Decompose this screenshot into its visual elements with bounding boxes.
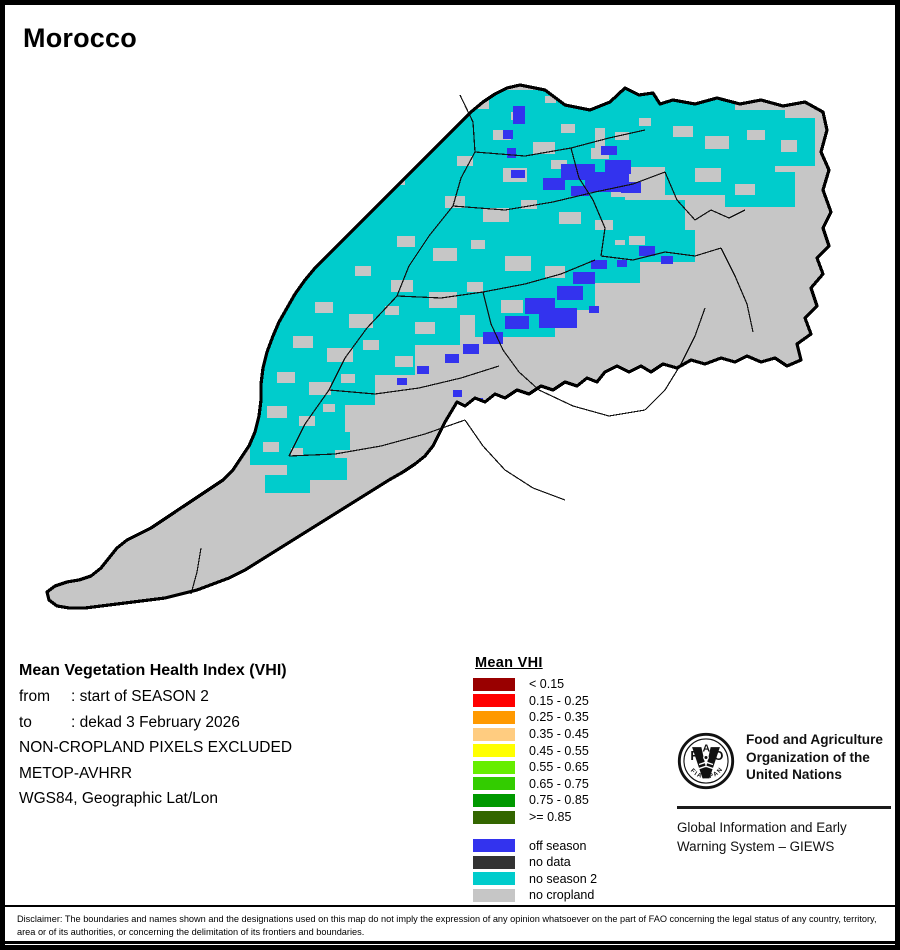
legend-special-row[interactable]: no cropland xyxy=(473,887,663,904)
legend-class-row[interactable]: 0.55 - 0.65 xyxy=(473,759,663,776)
legend-class-row[interactable]: 0.65 - 0.75 xyxy=(473,776,663,793)
legend-spacer xyxy=(473,825,663,837)
giews-name: Global Information and Early Warning Sys… xyxy=(677,818,893,856)
info-heading: Mean Vegetation Health Index (VHI) xyxy=(19,662,287,679)
legend-special-label: off season xyxy=(529,838,587,853)
legend-class-row[interactable]: 0.45 - 0.55 xyxy=(473,742,663,759)
legend-title: Mean VHI xyxy=(475,655,543,671)
giews-line-1: Global Information and Early xyxy=(677,820,847,835)
legend-class-label: 0.65 - 0.75 xyxy=(529,776,589,791)
legend-class-swatch xyxy=(473,710,515,724)
legend-special-row[interactable]: no data xyxy=(473,854,663,871)
legend-class-row[interactable]: < 0.15 xyxy=(473,676,663,693)
legend-class-row[interactable]: 0.35 - 0.45 xyxy=(473,726,663,743)
legend-class-label: >= 0.85 xyxy=(529,810,572,825)
legend-class-swatch xyxy=(473,793,515,807)
disclaimer-bottom-rule xyxy=(5,941,895,944)
legend-class-swatch xyxy=(473,777,515,791)
fao-emblem-icon: F A O FIAT PANIS xyxy=(674,727,735,795)
fao-divider xyxy=(677,806,891,809)
legend-class-label: 0.45 - 0.55 xyxy=(529,743,589,758)
fao-logo-row: F A O FIAT PANIS Food and Agriculture Or… xyxy=(674,727,893,795)
legend-special-row[interactable]: off season xyxy=(473,837,663,854)
giews-line-2: Warning System – GIEWS xyxy=(677,839,835,854)
map-canvas[interactable] xyxy=(5,60,895,625)
legend-class-swatch xyxy=(473,727,515,741)
page-title: Morocco xyxy=(23,23,137,53)
legend-special-swatch xyxy=(473,855,515,869)
morocco-map-svg[interactable] xyxy=(5,60,895,625)
legend-class-label: 0.35 - 0.45 xyxy=(529,727,589,742)
legend-class-swatch xyxy=(473,694,515,708)
fao-org-line-2: Organization of the xyxy=(746,749,870,765)
legend-class-label: 0.75 - 0.85 xyxy=(529,793,589,808)
legend-class-row[interactable]: 0.25 - 0.35 xyxy=(473,709,663,726)
legend-class-row[interactable]: 0.75 - 0.85 xyxy=(473,792,663,809)
legend-class-swatch xyxy=(473,810,515,824)
info-projection: WGS84, Geographic Lat/Lon xyxy=(19,790,219,807)
legend-class-label: < 0.15 xyxy=(529,677,565,692)
info-noncropland-note: NON-CROPLAND PIXELS EXCLUDED xyxy=(19,739,293,756)
info-to-value: : dekad 3 February 2026 xyxy=(71,713,240,731)
legend-class-swatch xyxy=(473,677,515,691)
legend-special-label: no season 2 xyxy=(529,871,598,886)
info-to-key: to xyxy=(19,713,32,731)
legend-class-swatch xyxy=(473,760,515,774)
legend-special-swatch xyxy=(473,839,515,853)
legend-class-row[interactable]: 0.15 - 0.25 xyxy=(473,693,663,710)
disclaimer-text: Disclaimer: The boundaries and names sho… xyxy=(17,914,877,937)
svg-text:O: O xyxy=(714,748,724,763)
legend-class-row[interactable]: >= 0.85 xyxy=(473,809,663,826)
legend-special-swatch xyxy=(473,888,515,902)
legend-special-label: no data xyxy=(529,855,571,870)
legend-special-swatch xyxy=(473,872,515,886)
info-sensor: METOP-AVHRR xyxy=(19,764,133,782)
legend-class-label: 0.25 - 0.35 xyxy=(529,710,589,725)
legend-class-label: 0.55 - 0.65 xyxy=(529,760,589,775)
info-from-row: from : start of SEASON 2 xyxy=(19,684,449,710)
legend-special-list: off season no data no season 2 no cropland xyxy=(473,837,663,903)
fao-branding: F A O FIAT PANIS Food and Agriculture Or… xyxy=(674,727,893,856)
info-from-value: : start of SEASON 2 xyxy=(71,688,209,705)
legend-class-swatch xyxy=(473,744,515,758)
disclaimer-top-rule xyxy=(5,905,895,907)
info-from-key: from xyxy=(19,688,50,705)
svg-text:A: A xyxy=(703,744,711,755)
legend-class-label: 0.15 - 0.25 xyxy=(529,693,589,708)
svg-text:F: F xyxy=(690,748,698,763)
fao-org-line-1: Food and Agriculture xyxy=(746,732,883,747)
legend-class-list: < 0.15 0.15 - 0.25 0.25 - 0.35 0.35 - 0.45 0… xyxy=(473,676,663,825)
legend-special-label: no cropland xyxy=(529,888,595,903)
map-info-block: Mean Vegetation Health Index (VHI) from:… xyxy=(19,657,449,812)
info-to-row: to : dekad 3 February 2026 xyxy=(19,710,449,736)
fao-org-name: Food and Agriculture Organization of the… xyxy=(746,731,883,784)
legend: Mean VHI < 0.15 0.15 - 0.25 0.25 - 0.35 0.3… xyxy=(473,655,663,904)
fao-org-line-3: United Nations xyxy=(746,767,842,782)
legend-special-row[interactable]: no season 2 xyxy=(473,871,663,888)
